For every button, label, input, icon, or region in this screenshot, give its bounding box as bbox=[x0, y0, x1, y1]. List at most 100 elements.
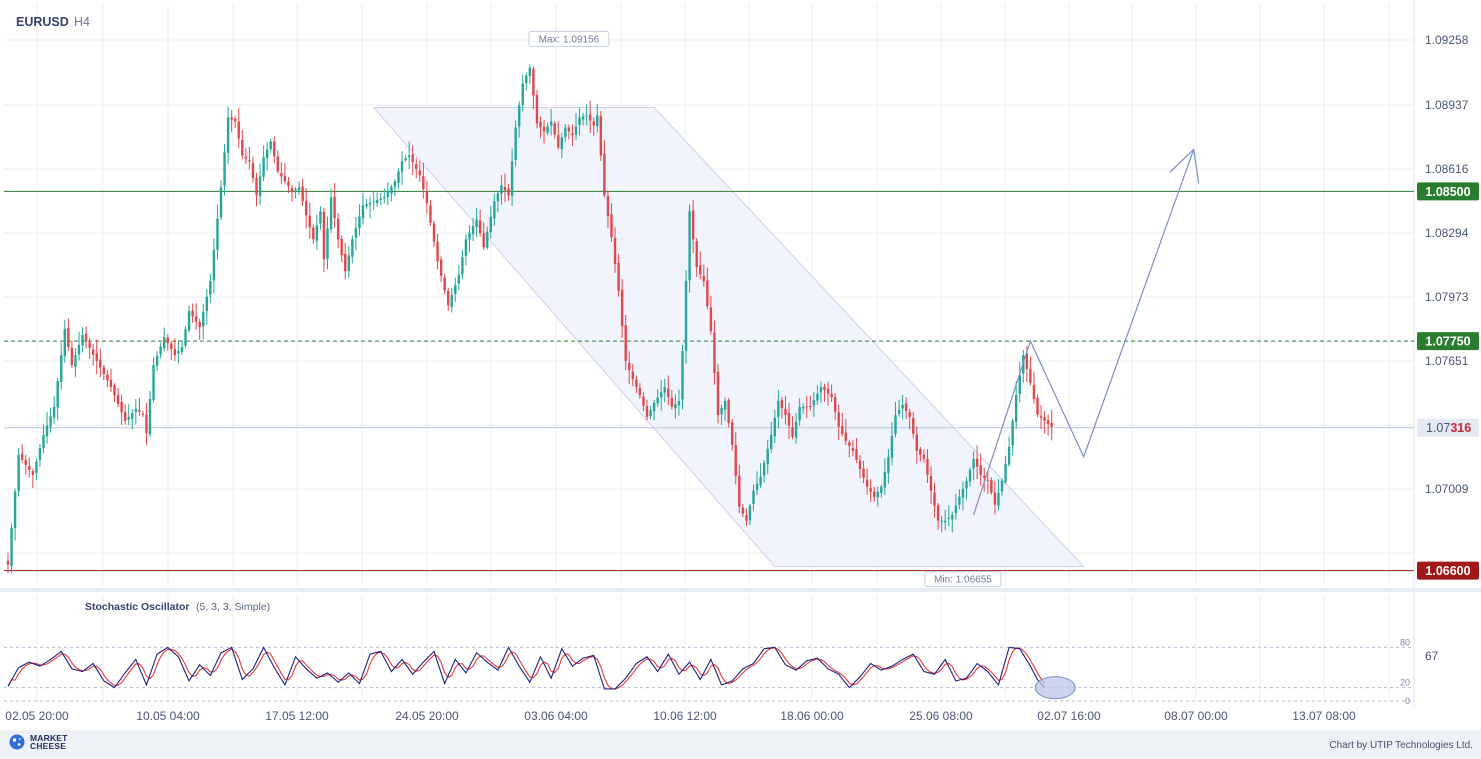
candle[interactable] bbox=[688, 204, 691, 293]
candle[interactable] bbox=[471, 217, 475, 242]
candle[interactable] bbox=[553, 121, 556, 139]
candle[interactable] bbox=[557, 121, 560, 150]
candle[interactable] bbox=[791, 416, 794, 440]
candle[interactable] bbox=[478, 209, 482, 237]
candle[interactable] bbox=[741, 504, 745, 518]
candle[interactable] bbox=[95, 339, 98, 375]
candle[interactable] bbox=[418, 160, 421, 182]
candle[interactable] bbox=[731, 419, 734, 451]
candle[interactable] bbox=[702, 264, 705, 287]
candle[interactable] bbox=[904, 397, 908, 420]
candle[interactable] bbox=[844, 418, 847, 446]
candle[interactable] bbox=[170, 341, 173, 361]
candle[interactable] bbox=[326, 216, 329, 270]
candle[interactable] bbox=[794, 412, 798, 444]
candle[interactable] bbox=[858, 455, 862, 479]
candle[interactable] bbox=[798, 398, 801, 426]
candle[interactable] bbox=[1018, 362, 1021, 403]
candle[interactable] bbox=[411, 145, 414, 175]
candle[interactable] bbox=[283, 163, 287, 185]
candle[interactable] bbox=[720, 404, 723, 426]
candle[interactable] bbox=[159, 342, 162, 359]
candle[interactable] bbox=[592, 117, 595, 136]
candle[interactable] bbox=[482, 222, 485, 251]
candle[interactable] bbox=[312, 224, 315, 244]
candle[interactable] bbox=[919, 446, 922, 462]
candle[interactable] bbox=[116, 387, 120, 408]
candle[interactable] bbox=[532, 66, 535, 110]
candle[interactable] bbox=[173, 338, 177, 362]
candle[interactable] bbox=[21, 443, 24, 463]
descending-channel[interactable] bbox=[372, 106, 1085, 568]
candle[interactable] bbox=[141, 410, 145, 418]
candle[interactable] bbox=[1036, 394, 1039, 418]
candle[interactable] bbox=[120, 394, 123, 425]
candle[interactable] bbox=[493, 193, 496, 226]
candle[interactable] bbox=[961, 481, 965, 511]
candle[interactable] bbox=[865, 468, 869, 495]
candle[interactable] bbox=[248, 146, 251, 170]
candle[interactable] bbox=[571, 124, 574, 146]
level-tag[interactable]: 1.07750 bbox=[1417, 332, 1479, 351]
candle[interactable] bbox=[24, 455, 27, 475]
candle[interactable] bbox=[581, 112, 585, 126]
candle[interactable] bbox=[809, 395, 812, 411]
candle[interactable] bbox=[525, 72, 528, 91]
candle[interactable] bbox=[347, 245, 350, 278]
candle[interactable] bbox=[361, 192, 365, 225]
candle[interactable] bbox=[262, 145, 265, 181]
candle[interactable] bbox=[461, 249, 464, 280]
candle[interactable] bbox=[862, 460, 865, 484]
candle[interactable] bbox=[145, 402, 148, 445]
candle[interactable] bbox=[578, 107, 581, 136]
candle[interactable] bbox=[624, 314, 627, 371]
candle[interactable] bbox=[738, 464, 741, 513]
candle[interactable] bbox=[876, 486, 879, 507]
candle[interactable] bbox=[812, 392, 816, 418]
candle[interactable] bbox=[510, 148, 514, 207]
candle[interactable] bbox=[883, 458, 887, 496]
candle[interactable] bbox=[1032, 371, 1036, 404]
candle[interactable] bbox=[674, 394, 677, 419]
candle[interactable] bbox=[759, 463, 762, 489]
candle[interactable] bbox=[837, 404, 840, 441]
candle[interactable] bbox=[216, 204, 219, 260]
candle[interactable] bbox=[1029, 356, 1032, 386]
candle[interactable] bbox=[351, 235, 354, 264]
candle[interactable] bbox=[436, 233, 439, 270]
candle[interactable] bbox=[869, 479, 872, 502]
candle[interactable] bbox=[17, 447, 20, 497]
candle[interactable] bbox=[816, 384, 819, 405]
candle[interactable] bbox=[6, 552, 10, 574]
candle[interactable] bbox=[63, 319, 66, 363]
candle[interactable] bbox=[589, 100, 592, 134]
candle[interactable] bbox=[954, 493, 958, 520]
candle[interactable] bbox=[10, 523, 13, 574]
candle[interactable] bbox=[255, 172, 258, 207]
candle[interactable] bbox=[383, 188, 386, 204]
candle[interactable] bbox=[656, 389, 659, 407]
candle[interactable] bbox=[38, 443, 42, 467]
candle[interactable] bbox=[830, 384, 833, 403]
candle[interactable] bbox=[745, 508, 748, 526]
candle[interactable] bbox=[123, 404, 127, 425]
candle[interactable] bbox=[770, 421, 773, 454]
candle[interactable] bbox=[84, 326, 88, 349]
candle[interactable] bbox=[379, 192, 382, 205]
candle[interactable] bbox=[13, 488, 17, 541]
candle[interactable] bbox=[106, 370, 109, 388]
candle[interactable] bbox=[88, 337, 91, 359]
candle[interactable] bbox=[787, 402, 791, 440]
candle[interactable] bbox=[805, 395, 808, 419]
candle[interactable] bbox=[155, 350, 159, 372]
candle[interactable] bbox=[31, 468, 35, 489]
candle[interactable] bbox=[777, 389, 780, 429]
candle[interactable] bbox=[880, 484, 883, 498]
candle[interactable] bbox=[500, 174, 503, 205]
level-tag[interactable]: 1.06600 bbox=[1417, 561, 1479, 580]
candle[interactable] bbox=[773, 409, 776, 444]
candle[interactable] bbox=[897, 399, 901, 417]
candle[interactable] bbox=[450, 288, 453, 313]
candle[interactable] bbox=[748, 503, 752, 526]
candle[interactable] bbox=[620, 278, 624, 339]
